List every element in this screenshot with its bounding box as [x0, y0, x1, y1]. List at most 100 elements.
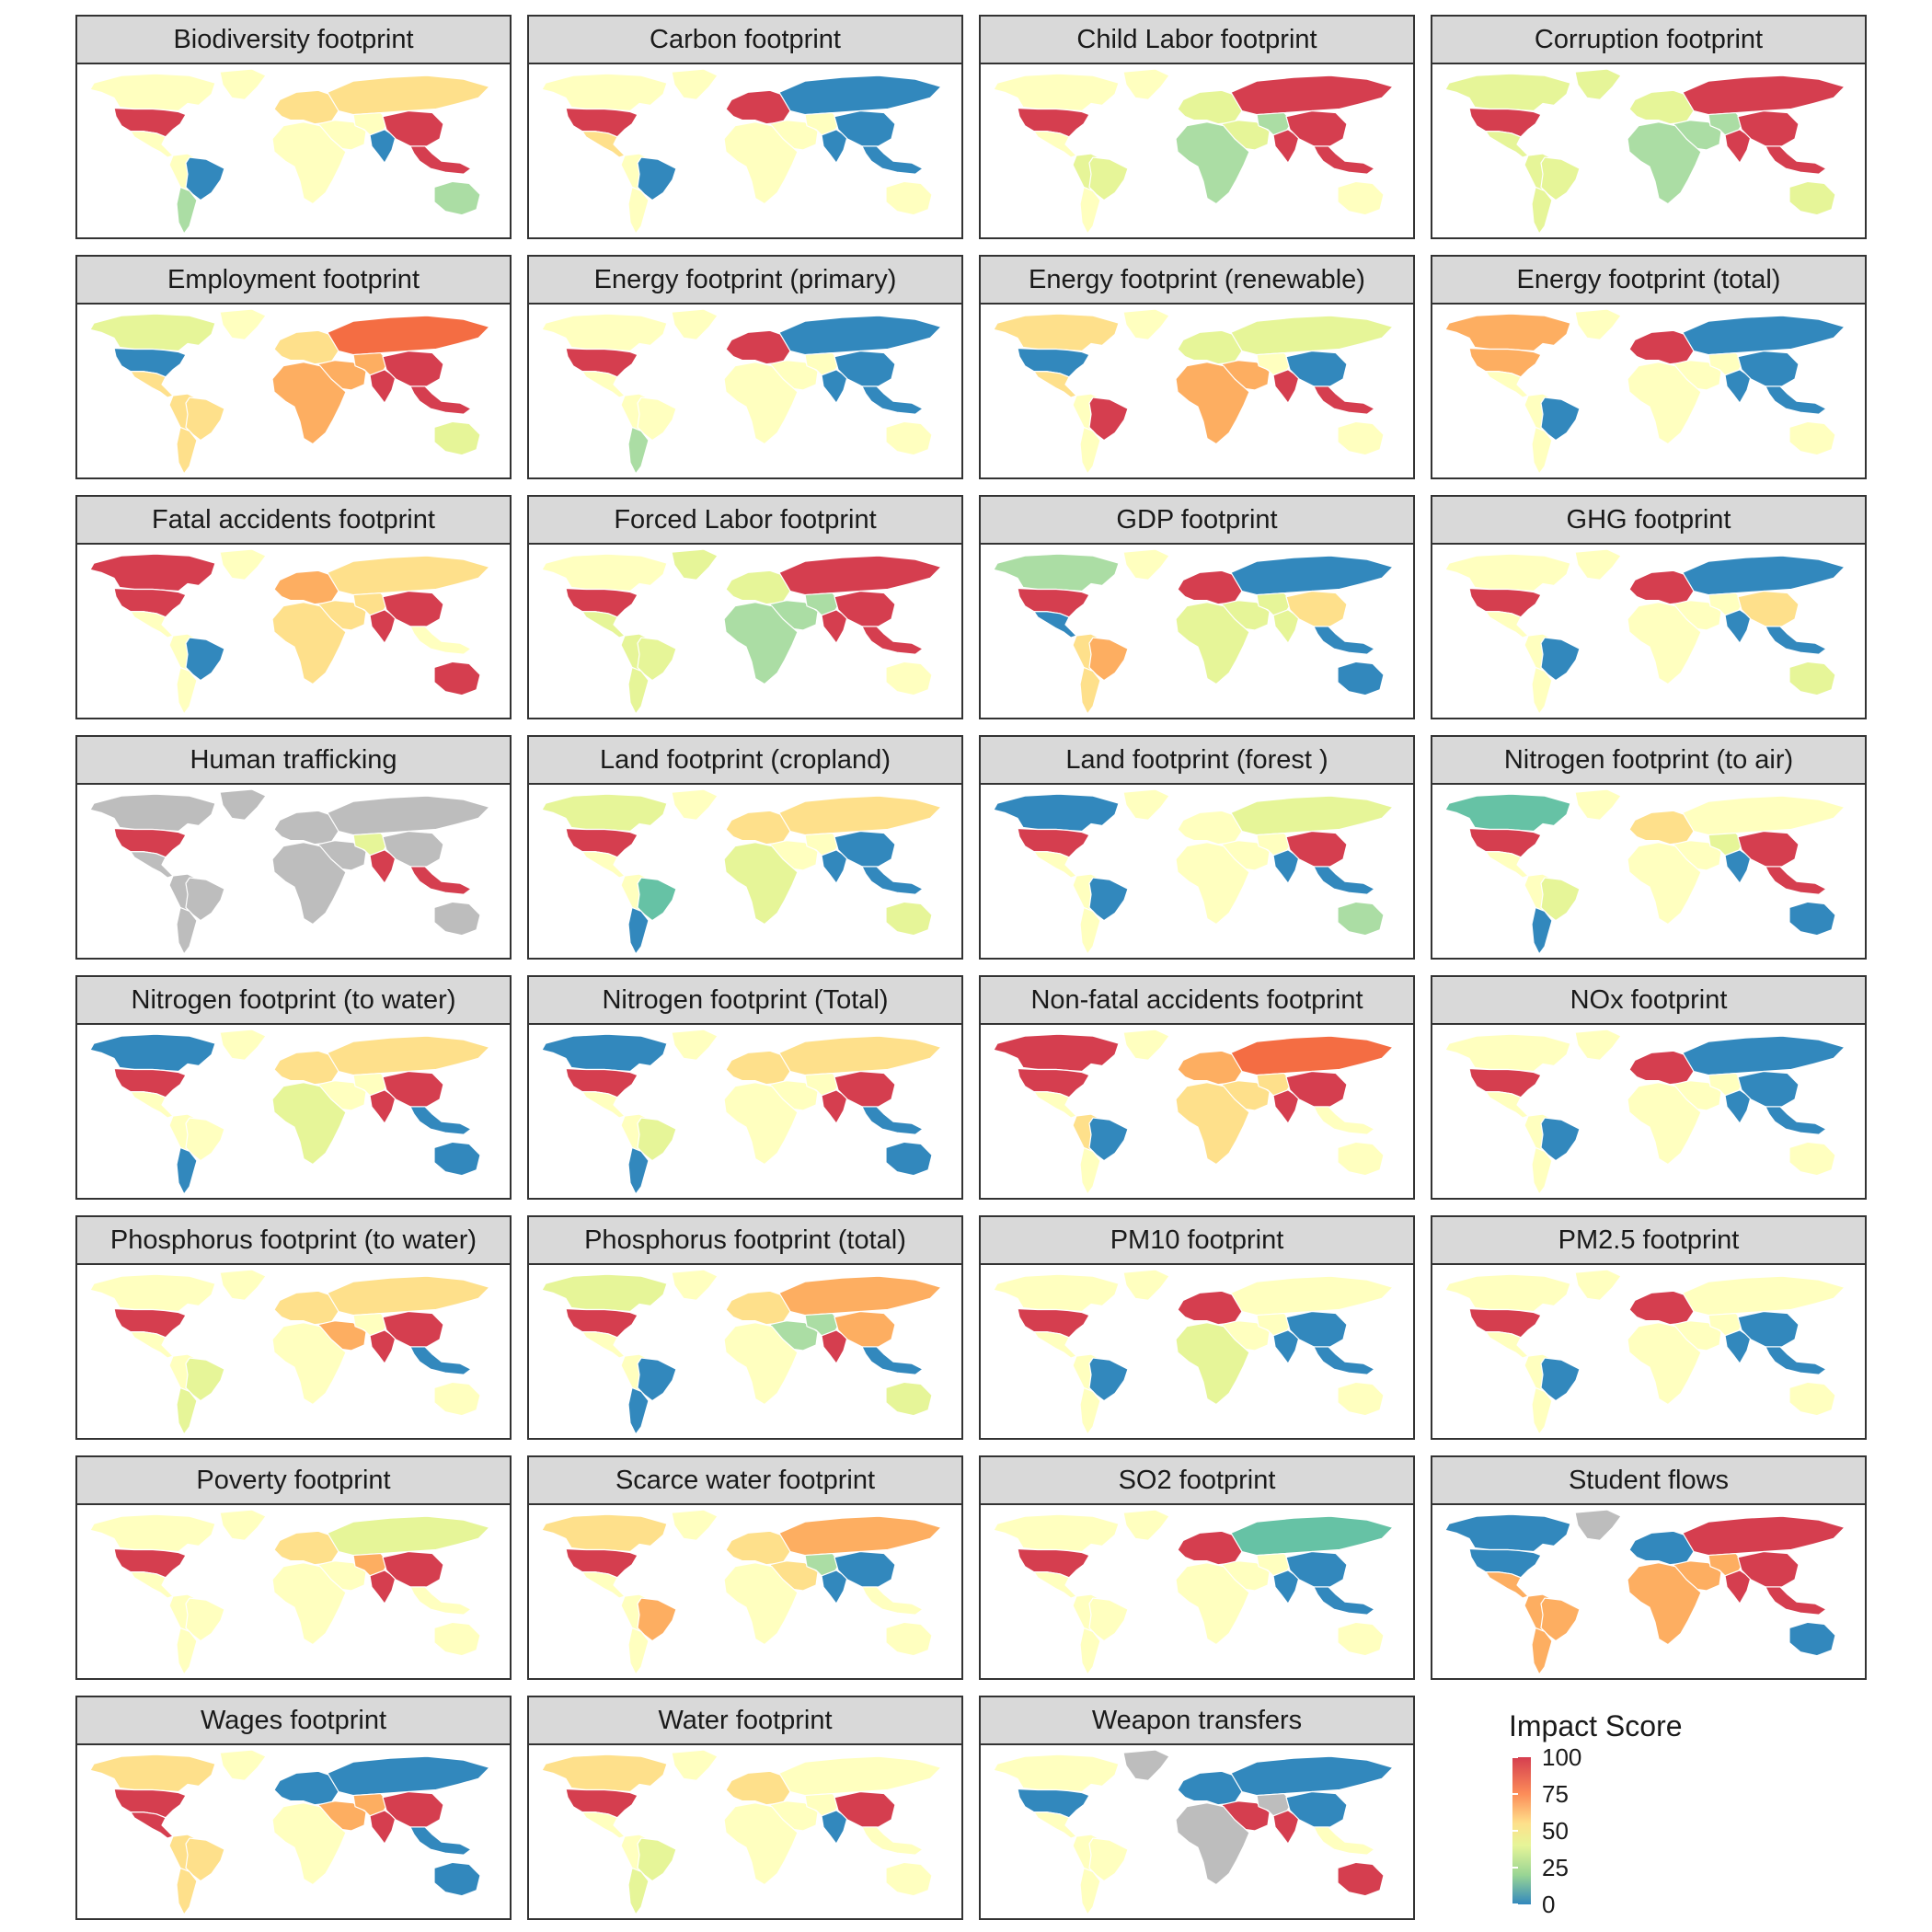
region-argentina: [1079, 1386, 1101, 1435]
region-north-america: [993, 1513, 1120, 1553]
region-argentina: [627, 666, 650, 715]
region-usa: [113, 587, 187, 618]
world-map-svg: [1444, 1029, 1846, 1195]
region-usa: [113, 1307, 187, 1339]
region-southeast-asia: [409, 1346, 472, 1375]
region-china: [382, 350, 444, 387]
region-africa: [271, 1082, 347, 1166]
world-map-svg: [1444, 308, 1846, 475]
region-brazil: [1540, 1117, 1581, 1162]
region-india: [1272, 1329, 1300, 1364]
region-australia: [885, 901, 933, 937]
region-greenland: [1574, 308, 1622, 341]
region-australia: [433, 1861, 481, 1897]
region-india: [821, 129, 848, 164]
region-africa: [723, 1322, 799, 1406]
world-map: [75, 63, 512, 239]
region-greenland: [1122, 1269, 1170, 1302]
legend-tick-label: 50: [1542, 1817, 1569, 1845]
region-china: [1285, 350, 1348, 387]
map-panel-child-labor-footprint: Child Labor footprint: [979, 15, 1415, 239]
region-russia: [1682, 1515, 1846, 1557]
world-map: [979, 63, 1415, 239]
region-argentina: [176, 906, 198, 955]
region-china: [1737, 350, 1800, 387]
region-russia: [1682, 795, 1846, 836]
region-north-america: [89, 73, 216, 112]
region-north-america: [993, 1754, 1120, 1793]
region-india: [821, 1089, 848, 1124]
world-map: [527, 543, 963, 719]
map-panel-carbon-footprint: Carbon footprint: [527, 15, 963, 239]
region-north-america: [541, 1754, 668, 1793]
region-australia: [1788, 901, 1836, 937]
map-panel-corruption-footprint: Corruption footprint: [1431, 15, 1867, 239]
region-north-america: [89, 553, 216, 592]
region-africa: [1175, 842, 1250, 926]
region-china: [382, 830, 444, 868]
region-argentina: [176, 1867, 198, 1915]
region-russia: [1682, 555, 1846, 596]
region-russia: [778, 555, 942, 596]
region-australia: [1337, 901, 1385, 937]
world-map-svg: [541, 548, 942, 715]
region-russia: [1230, 315, 1394, 356]
world-map: [1431, 63, 1867, 239]
region-australia: [1788, 1141, 1836, 1177]
region-australia: [1788, 420, 1836, 456]
region-brazil: [637, 637, 677, 682]
region-china: [834, 590, 896, 627]
world-map-svg: [993, 788, 1394, 955]
world-map: [527, 1743, 963, 1920]
legend-tick-mark: [1512, 1756, 1518, 1758]
world-map: [75, 303, 512, 479]
panel-title: Wages footprint: [75, 1696, 512, 1745]
region-africa: [1175, 1082, 1250, 1166]
map-panel-gdp-footprint: GDP footprint: [979, 495, 1415, 719]
region-india: [821, 1329, 848, 1364]
map-panel-pm2-5-footprint: PM2.5 footprint: [1431, 1215, 1867, 1440]
region-australia: [1337, 1381, 1385, 1417]
region-china: [1285, 1310, 1348, 1348]
map-panel-wages-footprint: Wages footprint: [75, 1696, 512, 1920]
region-north-america: [1444, 73, 1571, 112]
region-greenland: [1574, 788, 1622, 822]
world-map-svg: [993, 548, 1394, 715]
panel-title: Energy footprint (primary): [527, 255, 963, 305]
region-southeast-asia: [1313, 1826, 1375, 1856]
panel-title: Carbon footprint: [527, 15, 963, 64]
region-greenland: [671, 1029, 719, 1062]
region-india: [821, 609, 848, 644]
world-map-svg: [1444, 788, 1846, 955]
panel-title: Child Labor footprint: [979, 15, 1415, 64]
region-usa: [1468, 1307, 1542, 1339]
region-argentina: [1531, 1146, 1553, 1195]
region-usa: [565, 1547, 638, 1579]
panel-title: Phosphorus footprint (to water): [75, 1215, 512, 1265]
region-india: [1272, 369, 1300, 404]
panel-title: NOx footprint: [1431, 975, 1867, 1025]
world-map: [527, 1263, 963, 1440]
region-brazil: [1540, 156, 1581, 201]
region-africa: [1175, 1802, 1250, 1886]
world-map: [75, 1263, 512, 1440]
region-russia: [327, 795, 490, 836]
region-southeast-asia: [1313, 1106, 1375, 1135]
map-panel-so2-footprint: SO2 footprint: [979, 1455, 1415, 1680]
region-russia: [327, 1035, 490, 1076]
region-southeast-asia: [409, 145, 472, 175]
region-southeast-asia: [409, 866, 472, 895]
world-map-svg: [993, 1029, 1394, 1195]
world-map: [75, 1023, 512, 1200]
region-argentina: [176, 666, 198, 715]
panel-title: Nitrogen footprint (to water): [75, 975, 512, 1025]
region-greenland: [219, 788, 267, 822]
world-map-svg: [541, 1269, 942, 1435]
region-usa: [565, 347, 638, 378]
map-panel-nitrogen-footprint-to-water: Nitrogen footprint (to water): [75, 975, 512, 1200]
region-india: [1724, 1089, 1752, 1124]
panel-title: Corruption footprint: [1431, 15, 1867, 64]
region-greenland: [1122, 788, 1170, 822]
region-india: [1272, 1089, 1300, 1124]
region-india: [821, 1810, 848, 1845]
